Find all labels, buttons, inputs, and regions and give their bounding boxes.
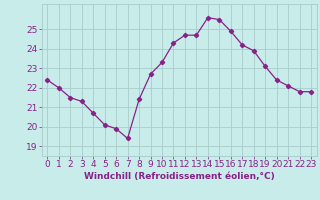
X-axis label: Windchill (Refroidissement éolien,°C): Windchill (Refroidissement éolien,°C) (84, 172, 275, 181)
